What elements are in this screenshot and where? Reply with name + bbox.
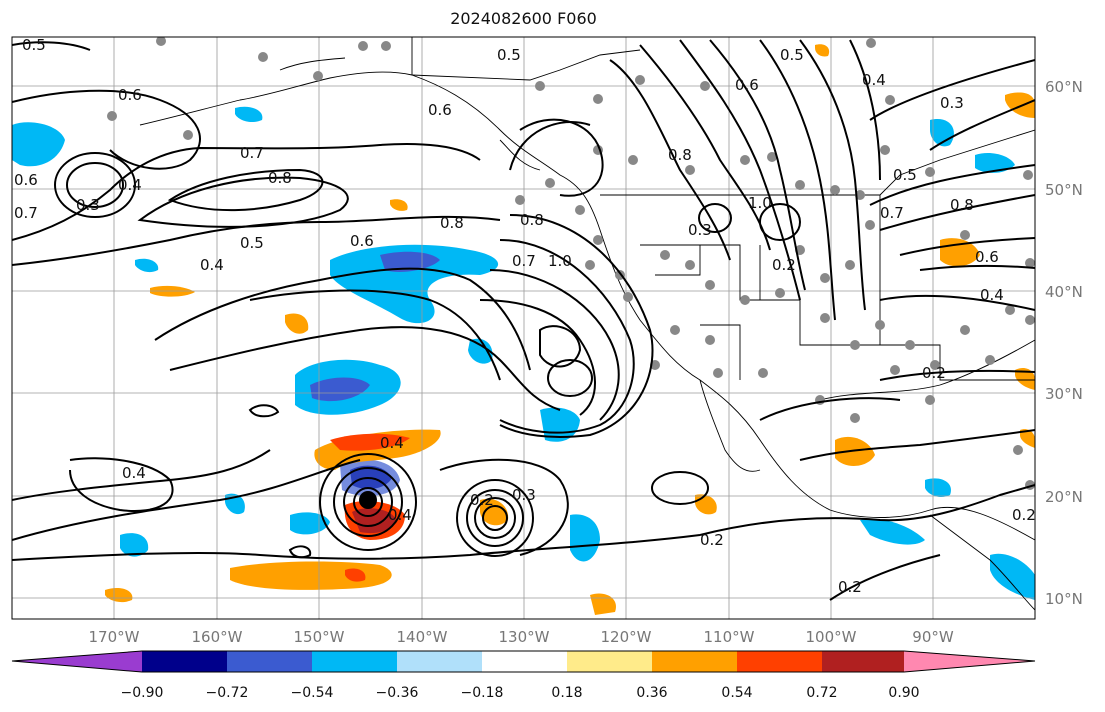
contour-label: 0.5 [22,36,46,54]
contour-label: 0.7 [14,204,38,222]
colorbar-extend-min [12,651,142,672]
contour-label: 0.6 [735,76,759,94]
contour-label: 0.3 [512,486,536,504]
contour-label: 0.2 [1012,506,1036,524]
lat-label: 20°N [1045,488,1083,506]
contour-label: 0.2 [838,578,862,596]
storm-center-marker [359,491,377,509]
colorbar-tick-label: −0.90 [121,685,164,701]
colorbar-swatch [142,651,227,672]
lat-label: 60°N [1045,78,1083,96]
colorbar-tick-label: 0.90 [888,685,919,701]
contour-label: 0.3 [76,196,100,214]
contour-label: 0.4 [980,286,1004,304]
station-markers [107,37,1035,490]
lat-label: 50°N [1045,181,1083,199]
lon-label: 150°W [294,628,345,646]
contour-label: 0.7 [240,144,264,162]
colorbar-tick-label: −0.54 [291,685,334,701]
colorbar-swatch [822,651,904,672]
contour-label: 0.8 [950,196,974,214]
lon-label: 100°W [806,628,857,646]
contour-label: 0.7 [880,204,904,222]
lon-label: 90°W [912,628,954,646]
contour-label: 0.5 [240,234,264,252]
colorbar-tick-label: 0.18 [551,685,582,701]
contour-label: 1.0 [548,252,572,270]
contour-label: 0.3 [940,94,964,112]
contour-label: 0.4 [862,71,886,89]
contour-lines [12,39,1035,601]
contour-label: 0.5 [893,166,917,184]
colorbar-tick-label: 0.54 [721,685,752,701]
lat-label: 10°N [1045,590,1083,608]
coastlines [139,37,1035,611]
contour-label: 0.5 [780,46,804,64]
lon-label: 160°W [192,628,243,646]
map-panel: 0.5 0.5 0.6 0.6 0.7 0.8 0.4 0.3 0.6 0.7 … [12,36,1036,619]
colorbar-tick-label: −0.72 [206,685,249,701]
colorbar-swatch [567,651,652,672]
contour-label: 0.8 [268,169,292,187]
contour-label: 0.8 [440,214,464,232]
colorbar-extend-max [904,651,1035,672]
lat-label: 30°N [1045,385,1083,403]
lon-label: 140°W [397,628,448,646]
lat-label: 40°N [1045,283,1083,301]
contour-label: 0.6 [118,86,142,104]
contour-label: 0.6 [14,171,38,189]
contour-label: 0.3 [688,221,712,239]
lon-label: 170°W [89,628,140,646]
contour-label: 0.4 [388,506,412,524]
colorbar-swatch [737,651,822,672]
contour-label: 0.4 [118,176,142,194]
contour-label: 0.5 [497,46,521,64]
contour-label: 1.0 [748,194,772,212]
colorbar-swatch [397,651,482,672]
lon-label: 130°W [499,628,550,646]
contour-label: 0.4 [122,464,146,482]
contour-label-layer: 0.5 0.5 0.6 0.6 0.7 0.8 0.4 0.3 0.6 0.7 … [14,36,1036,596]
contour-label: 0.2 [700,531,724,549]
contour-label: 0.4 [380,434,404,452]
graticule [12,37,1035,619]
contour-label: 0.7 [512,252,536,270]
contour-label: 0.6 [428,101,452,119]
colorbar-tick-label: 0.36 [636,685,667,701]
colorbar-swatch [652,651,737,672]
colorbar-swatch [227,651,312,672]
colorbar-tick-label: −0.18 [461,685,504,701]
contour-label: 0.4 [200,256,224,274]
contour-label: 0.6 [350,232,374,250]
colorbar-swatch [482,651,567,672]
colorbar-tick-label: 0.72 [806,685,837,701]
map-frame [11,36,1036,620]
contour-label: 0.2 [772,256,796,274]
contour-label: 0.2 [922,364,946,382]
map-title: 2024082600 F060 [450,9,597,28]
colorbar-tick-label: −0.36 [376,685,419,701]
lon-label: 120°W [601,628,652,646]
lon-label: 110°W [704,628,755,646]
longitude-labels: 170°W 160°W 150°W 140°W 130°W 120°W 110°… [89,628,954,646]
contour-label: 0.8 [520,211,544,229]
contour-label: 0.6 [975,248,999,266]
contour-label: 0.8 [668,146,692,164]
latitude-labels: 60°N 50°N 40°N 30°N 20°N 10°N [1045,78,1083,608]
contour-label: 0.2 [470,491,494,509]
colorbar-swatch [312,651,397,672]
colorbar: −0.90 −0.72 −0.54 −0.36 −0.18 0.18 0.36 … [11,650,1036,701]
